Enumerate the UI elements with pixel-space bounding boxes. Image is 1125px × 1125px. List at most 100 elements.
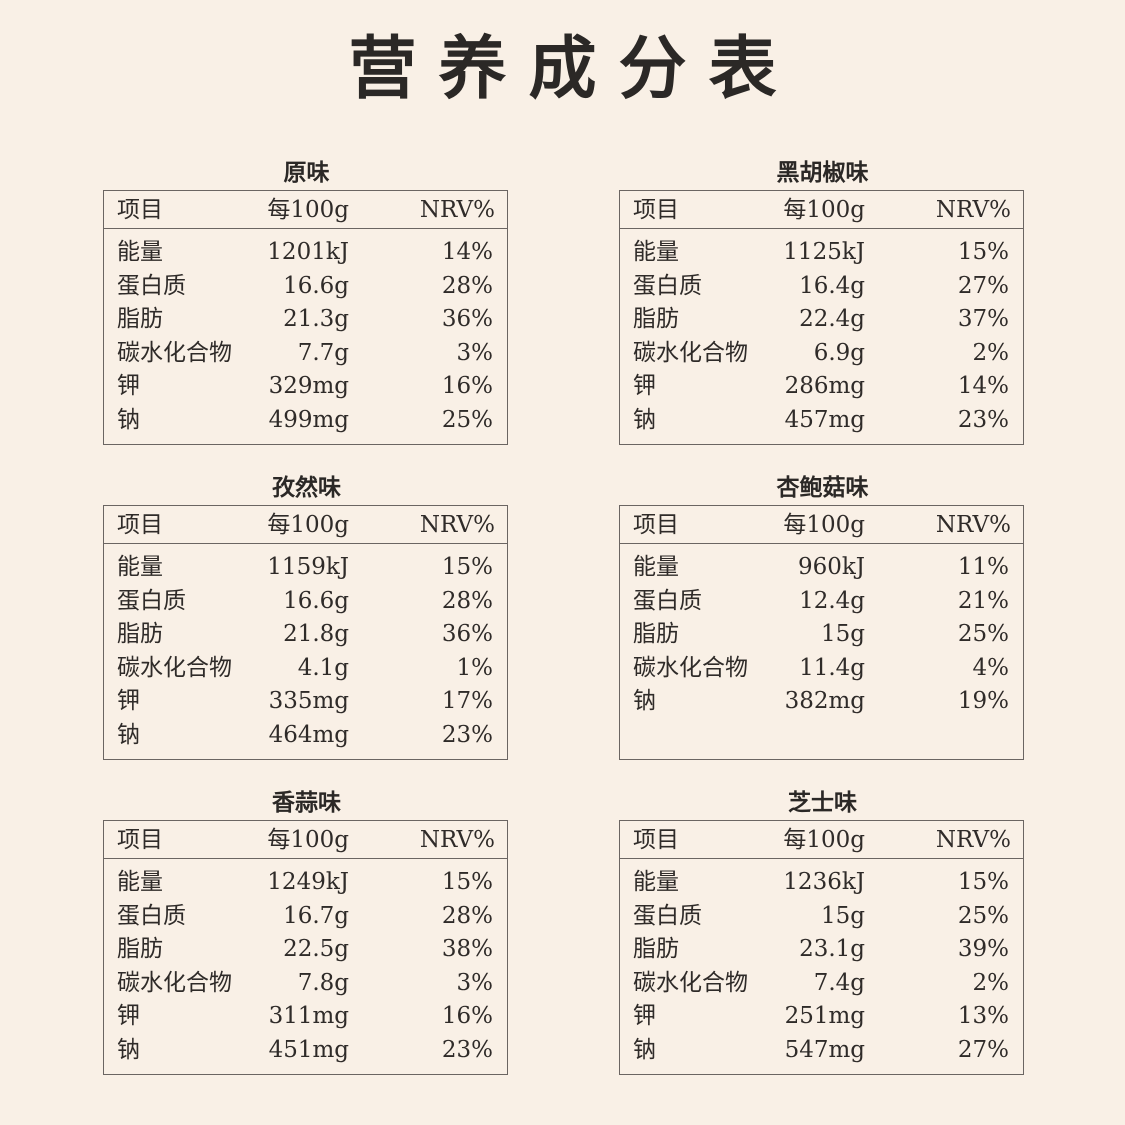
nutrient-nrv: 38% <box>441 936 493 962</box>
nutrient-name: 蛋白质 <box>117 587 186 614</box>
nutrient-amount: 15g <box>821 902 865 929</box>
nutrition-table: 项目 每100g NRV% 能量 1159kJ 15% 蛋白质 16.6g 28% 脂肪 21.8g… <box>103 505 508 760</box>
nutrient-nrv: 23% <box>441 1036 493 1063</box>
table-row: 脂肪 21.3g 36% <box>104 303 507 337</box>
header-per100g: 每100g <box>783 197 865 223</box>
table-row: 钠 464mg 23% <box>104 719 507 753</box>
nutrient-name: 蛋白质 <box>633 587 702 614</box>
table-row: 能量 1236kJ 15% <box>620 866 1023 900</box>
nutrient-amount: 16.6g <box>283 587 349 614</box>
table-row: 蛋白质 12.4g 21% <box>620 585 1023 619</box>
flavor-title: 原味 <box>283 160 330 186</box>
nutrient-nrv: 15% <box>441 554 493 580</box>
header-nrv: NRV% <box>419 827 495 853</box>
nutrition-table: 项目 每100g NRV% 能量 1249kJ 15% 蛋白质 16.7g 28% 脂肪 22.5g… <box>103 820 508 1075</box>
table-header: 项目 每100g NRV% <box>620 191 1023 229</box>
flavor-title: 杏鲍菇味 <box>776 475 869 501</box>
table-row: 蛋白质 16.6g 28% <box>104 585 507 619</box>
nutrient-nrv: 1% <box>456 654 494 681</box>
table-body: 能量 1159kJ 15% 蛋白质 16.6g 28% 脂肪 21.8g 36% 碳水化合物 4.1… <box>104 551 507 752</box>
table-row: 钠 382mg 19% <box>620 685 1023 719</box>
table-row: 钠 457mg 23% <box>620 404 1023 438</box>
nutrition-table: 项目 每100g NRV% 能量 1201kJ 14% 蛋白质 16.6g 28% 脂肪 21.3g… <box>103 190 508 445</box>
header-per100g: 每100g <box>783 827 865 853</box>
table-header: 项目 每100g NRV% <box>620 821 1023 859</box>
nutrient-name: 蛋白质 <box>633 902 702 929</box>
table-row: 能量 1125kJ 15% <box>620 236 1023 270</box>
nutrient-name: 蛋白质 <box>117 902 186 929</box>
nutrient-amount: 23.1g <box>799 936 865 962</box>
header-nrv: NRV% <box>419 197 495 223</box>
nutrient-name: 蛋白质 <box>633 272 702 299</box>
nutrient-amount: 15g <box>821 621 865 647</box>
table-body: 能量 1249kJ 15% 蛋白质 16.7g 28% 脂肪 22.5g 38% 碳水化合物 7.8… <box>104 866 507 1067</box>
nutrient-nrv: 21% <box>957 587 1009 614</box>
nutrient-nrv: 16% <box>441 1003 493 1029</box>
nutrient-amount: 7.7g <box>297 339 349 366</box>
nutrient-amount: 16.6g <box>283 272 349 299</box>
nutrient-name: 能量 <box>633 869 679 895</box>
nutrient-nrv: 19% <box>957 688 1009 714</box>
header-per100g: 每100g <box>267 827 349 853</box>
flavor-title: 孜然味 <box>272 475 341 501</box>
nutrition-table: 项目 每100g NRV% 能量 1125kJ 15% 蛋白质 16.4g 27% 脂肪 22.4g… <box>619 190 1024 445</box>
nutrient-nrv: 14% <box>441 239 493 265</box>
nutrient-nrv: 28% <box>441 272 493 299</box>
table-body: 能量 1236kJ 15% 蛋白质 15g 25% 脂肪 23.1g 39% 碳水化合物 7.4g 2… <box>620 866 1023 1067</box>
nutrient-nrv: 14% <box>957 373 1009 399</box>
header-item: 项目 <box>117 827 163 853</box>
table-row: 碳水化合物 7.8g 3% <box>104 967 507 1001</box>
nutrient-nrv: 37% <box>957 306 1009 332</box>
nutrient-name: 脂肪 <box>633 936 679 962</box>
nutrient-amount: 16.7g <box>283 902 349 929</box>
nutrient-amount: 329mg <box>268 373 349 399</box>
table-row: 能量 1249kJ 15% <box>104 866 507 900</box>
table-header: 项目 每100g NRV% <box>104 821 507 859</box>
table-row: 蛋白质 16.4g 27% <box>620 270 1023 304</box>
nutrient-name: 能量 <box>117 554 163 580</box>
table-row: 钾 311mg 16% <box>104 1000 507 1034</box>
header-per100g: 每100g <box>267 197 349 223</box>
nutrient-amount: 12.4g <box>799 587 865 614</box>
table-row: 脂肪 21.8g 36% <box>104 618 507 652</box>
nutrient-name: 钾 <box>117 373 140 399</box>
nutrient-name: 脂肪 <box>117 621 163 647</box>
table-row: 蛋白质 15g 25% <box>620 900 1023 934</box>
nutrient-amount: 251mg <box>784 1003 865 1029</box>
header-item: 项目 <box>117 512 163 538</box>
nutrient-name: 能量 <box>117 869 163 895</box>
nutrition-table: 项目 每100g NRV% 能量 1236kJ 15% 蛋白质 15g 25% 脂肪 23.1g 39… <box>619 820 1024 1075</box>
table-header: 项目 每100g NRV% <box>104 191 507 229</box>
nutrient-amount: 1125kJ <box>783 239 865 265</box>
table-row: 钠 499mg 25% <box>104 404 507 438</box>
nutrient-amount: 1236kJ <box>783 869 865 895</box>
table-row: 钠 451mg 23% <box>104 1034 507 1068</box>
flavor-title: 芝士味 <box>788 790 857 816</box>
nutrient-nrv: 4% <box>972 654 1010 681</box>
nutrient-nrv: 36% <box>441 306 493 332</box>
nutrient-nrv: 25% <box>957 621 1009 647</box>
nutrient-amount: 547mg <box>784 1036 865 1063</box>
nutrient-amount: 286mg <box>784 373 865 399</box>
nutrient-amount: 464mg <box>268 721 349 748</box>
nutrient-nrv: 15% <box>957 869 1009 895</box>
nutrient-amount: 1201kJ <box>267 239 349 265</box>
nutrient-name: 碳水化合物 <box>117 339 232 366</box>
nutrient-name: 能量 <box>117 239 163 265</box>
nutrient-amount: 22.5g <box>283 936 349 962</box>
table-row: 碳水化合物 11.4g 4% <box>620 652 1023 686</box>
nutrient-name: 能量 <box>633 239 679 265</box>
nutrient-amount: 1159kJ <box>267 554 349 580</box>
nutrient-nrv: 15% <box>957 239 1009 265</box>
table-header: 项目 每100g NRV% <box>620 506 1023 544</box>
nutrient-nrv: 25% <box>441 406 493 433</box>
nutrient-name: 能量 <box>633 554 679 580</box>
header-nrv: NRV% <box>935 512 1011 538</box>
table-row: 脂肪 15g 25% <box>620 618 1023 652</box>
table-row: 钾 335mg 17% <box>104 685 507 719</box>
nutrient-amount: 1249kJ <box>267 869 349 895</box>
nutrient-nrv: 23% <box>957 406 1009 433</box>
nutrient-nrv: 28% <box>441 587 493 614</box>
header-nrv: NRV% <box>935 827 1011 853</box>
header-item: 项目 <box>117 197 163 223</box>
